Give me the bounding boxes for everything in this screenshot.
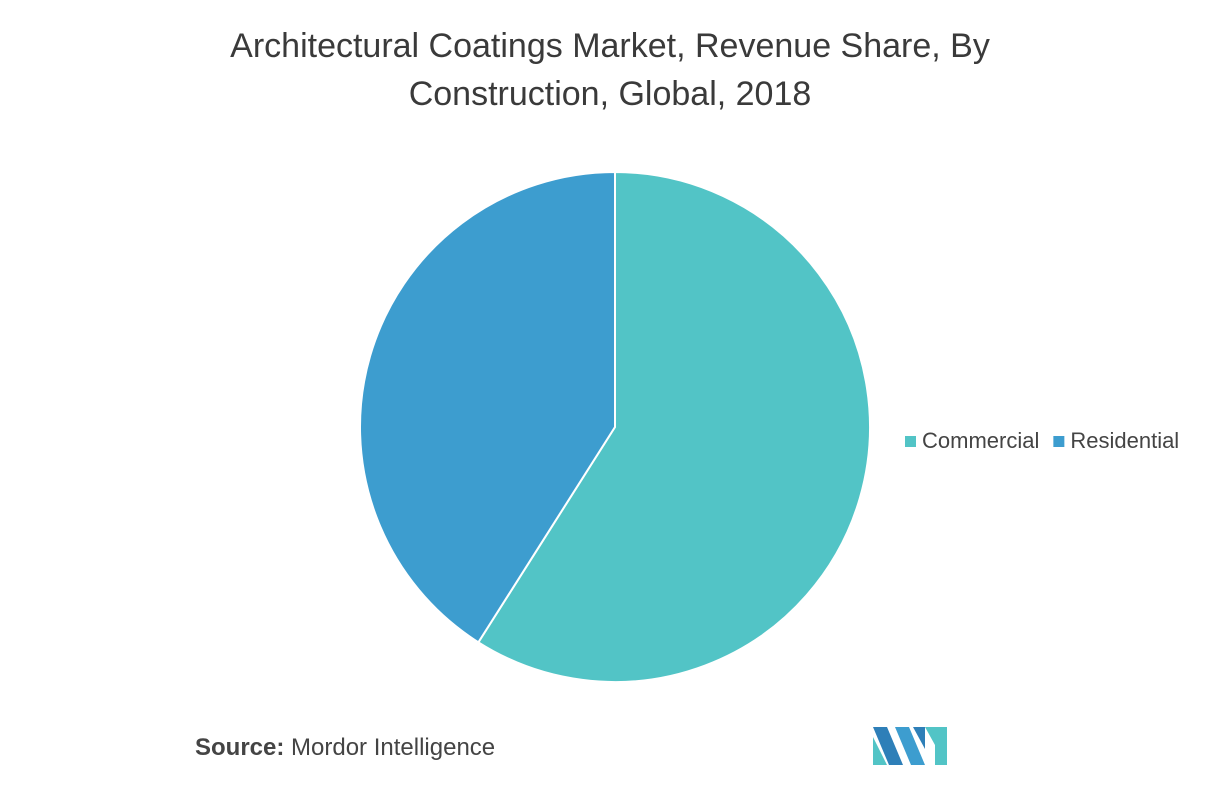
- legend-swatch: [905, 436, 916, 447]
- legend-label: Residential: [1070, 428, 1179, 453]
- chart-title: Architectural Coatings Market, Revenue S…: [230, 27, 990, 113]
- logo: [873, 727, 947, 765]
- pie-slice: [359, 170, 616, 644]
- source: Source: Mordor Intelligence: [195, 734, 495, 762]
- legend-label: Commercial: [922, 428, 1039, 453]
- source-label: Source:: [195, 734, 285, 761]
- legend-swatch: [1053, 436, 1065, 447]
- source-text: Mordor Intelligence: [291, 734, 496, 761]
- pie-slice: [476, 170, 871, 683]
